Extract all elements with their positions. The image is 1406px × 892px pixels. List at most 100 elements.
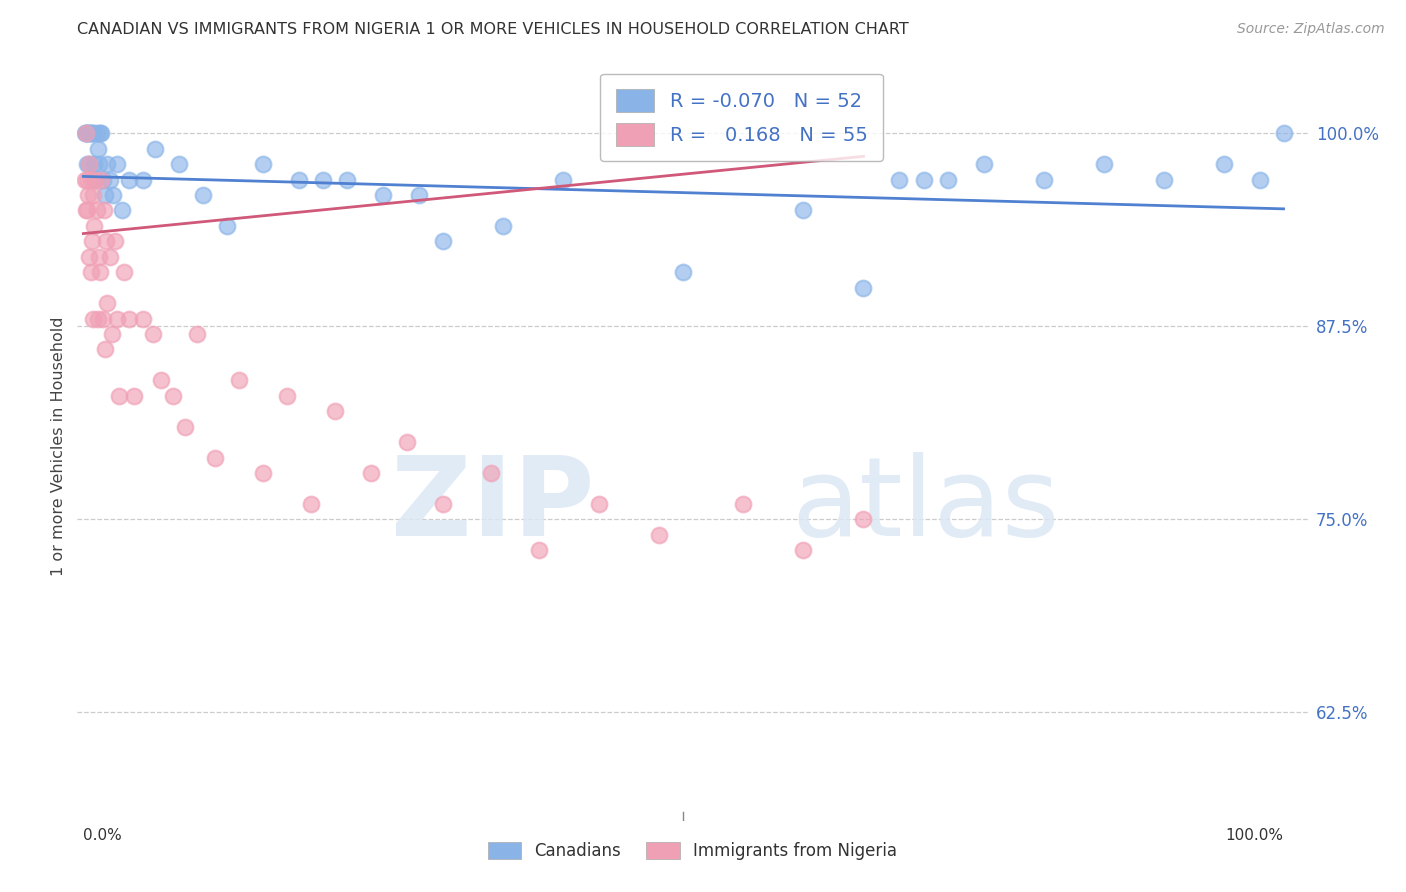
Point bbox=[432, 235, 454, 249]
Point bbox=[79, 157, 101, 171]
Text: 0.0%: 0.0% bbox=[83, 829, 122, 843]
Point bbox=[75, 126, 97, 140]
Point bbox=[73, 126, 96, 140]
Point bbox=[1249, 172, 1271, 186]
Point bbox=[76, 203, 98, 218]
Point bbox=[87, 157, 110, 171]
Point bbox=[1212, 157, 1234, 171]
Point bbox=[87, 311, 110, 326]
Point bbox=[1092, 157, 1115, 171]
Point bbox=[492, 219, 515, 233]
Point bbox=[80, 235, 103, 249]
Point bbox=[108, 389, 131, 403]
Point bbox=[336, 172, 359, 186]
Text: ZIP: ZIP bbox=[391, 452, 595, 559]
Point bbox=[96, 157, 118, 171]
Legend: Canadians, Immigrants from Nigeria: Canadians, Immigrants from Nigeria bbox=[479, 834, 905, 869]
Text: 100.0%: 100.0% bbox=[1226, 829, 1284, 843]
Point bbox=[553, 172, 575, 186]
Point bbox=[89, 126, 111, 140]
Point bbox=[186, 326, 208, 341]
Point bbox=[79, 250, 101, 264]
Y-axis label: 1 or more Vehicles in Household: 1 or more Vehicles in Household bbox=[51, 317, 66, 575]
Point bbox=[89, 265, 111, 279]
Point bbox=[122, 389, 145, 403]
Point bbox=[588, 497, 610, 511]
Point bbox=[396, 435, 419, 450]
Point bbox=[276, 389, 298, 403]
Point bbox=[481, 466, 503, 480]
Point bbox=[792, 203, 814, 218]
Point bbox=[94, 235, 117, 249]
Point bbox=[169, 157, 191, 171]
Point bbox=[672, 265, 695, 279]
Point bbox=[193, 188, 215, 202]
Point bbox=[288, 172, 311, 186]
Point bbox=[105, 311, 128, 326]
Point bbox=[150, 373, 173, 387]
Point bbox=[84, 172, 107, 186]
Point bbox=[889, 172, 911, 186]
Point bbox=[86, 126, 108, 140]
Point bbox=[79, 126, 101, 140]
Point bbox=[77, 126, 100, 140]
Point bbox=[204, 450, 226, 465]
Point bbox=[217, 219, 239, 233]
Point bbox=[103, 188, 125, 202]
Point bbox=[373, 188, 395, 202]
Point bbox=[228, 373, 250, 387]
Point bbox=[90, 126, 112, 140]
Point bbox=[142, 326, 165, 341]
Point bbox=[73, 172, 96, 186]
Point bbox=[79, 157, 101, 171]
Point bbox=[79, 172, 101, 186]
Point bbox=[648, 528, 671, 542]
Point bbox=[94, 188, 117, 202]
Point bbox=[1272, 126, 1295, 140]
Point bbox=[75, 203, 97, 218]
Point bbox=[76, 157, 98, 171]
Point bbox=[132, 311, 155, 326]
Point bbox=[132, 172, 155, 186]
Point bbox=[86, 203, 108, 218]
Point bbox=[98, 172, 121, 186]
Point bbox=[792, 543, 814, 558]
Text: CANADIAN VS IMMIGRANTS FROM NIGERIA 1 OR MORE VEHICLES IN HOUSEHOLD CORRELATION : CANADIAN VS IMMIGRANTS FROM NIGERIA 1 OR… bbox=[77, 22, 910, 37]
Text: Source: ZipAtlas.com: Source: ZipAtlas.com bbox=[1237, 22, 1385, 37]
Point bbox=[93, 203, 115, 218]
Point bbox=[82, 188, 104, 202]
Point bbox=[82, 126, 104, 140]
Point bbox=[84, 172, 107, 186]
Point bbox=[432, 497, 454, 511]
Point bbox=[529, 543, 551, 558]
Point bbox=[79, 265, 101, 279]
Point bbox=[252, 157, 274, 171]
Point bbox=[98, 250, 121, 264]
Point bbox=[111, 203, 134, 218]
Point bbox=[75, 126, 97, 140]
Point bbox=[312, 172, 335, 186]
Point bbox=[118, 172, 141, 186]
Point bbox=[936, 172, 959, 186]
Point bbox=[162, 389, 184, 403]
Point bbox=[103, 235, 125, 249]
Point bbox=[733, 497, 755, 511]
Point bbox=[325, 404, 347, 418]
Point bbox=[76, 172, 98, 186]
Point bbox=[80, 126, 103, 140]
Point bbox=[852, 512, 875, 526]
Point bbox=[94, 343, 117, 357]
Point bbox=[143, 142, 166, 156]
Point bbox=[77, 188, 100, 202]
Point bbox=[90, 172, 112, 186]
Point bbox=[87, 250, 110, 264]
Point bbox=[91, 311, 114, 326]
Point bbox=[1032, 172, 1054, 186]
Text: atlas: atlas bbox=[792, 452, 1059, 559]
Point bbox=[912, 172, 935, 186]
Point bbox=[252, 466, 274, 480]
Point bbox=[96, 296, 118, 310]
Point bbox=[76, 126, 98, 140]
Point bbox=[101, 326, 124, 341]
Point bbox=[112, 265, 135, 279]
